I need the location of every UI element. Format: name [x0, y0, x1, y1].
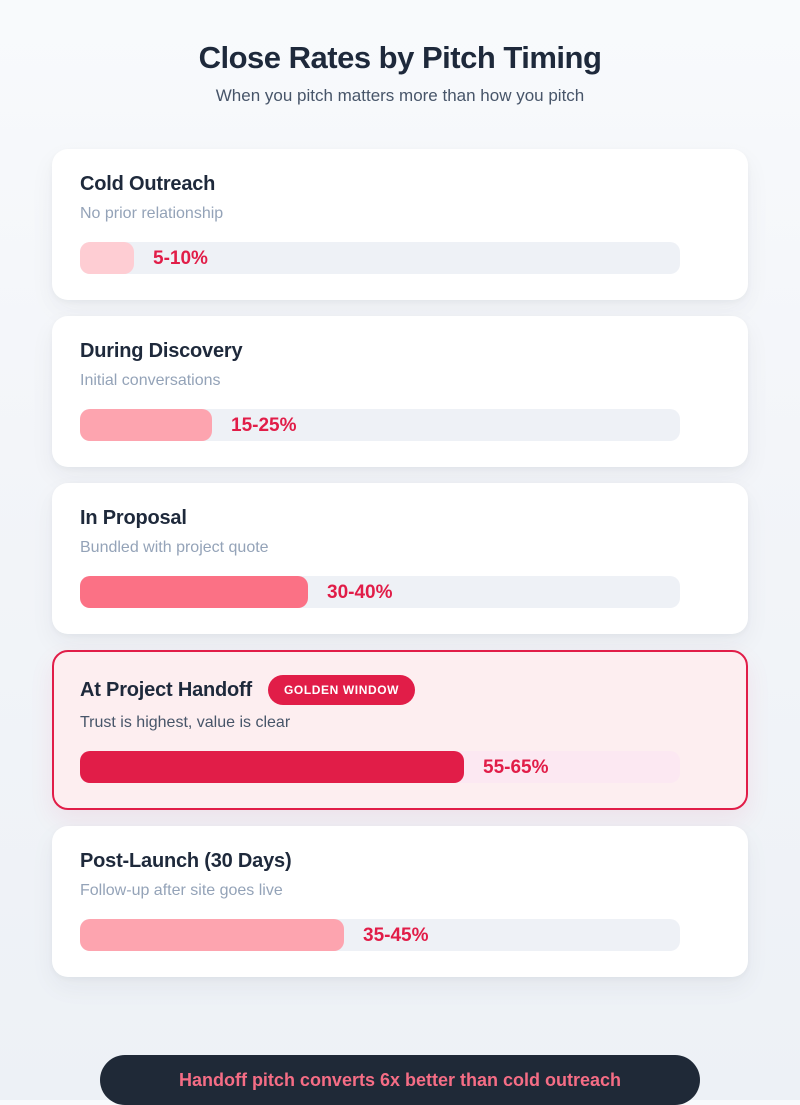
stage-title: During Discovery [80, 340, 243, 362]
stage-description: Follow-up after site goes live [80, 882, 283, 899]
stage-description: Bundled with project quote [80, 539, 269, 556]
bar-row: 5-10% [80, 242, 720, 274]
key-takeaway-pill: Handoff pitch converts 6x better than co… [100, 1055, 700, 1105]
close-rate-label: 55-65% [483, 757, 549, 778]
stage-description: Trust is highest, value is clear [80, 714, 291, 731]
stage-title: At Project Handoff [80, 678, 252, 701]
stage-description: Initial conversations [80, 372, 221, 389]
bar-fill [80, 919, 344, 951]
bar-row: 30-40% [80, 576, 720, 608]
stage-description: No prior relationship [80, 205, 224, 222]
bar-fill [80, 242, 134, 274]
stage-title: In Proposal [80, 507, 187, 529]
stage-card-at-project-handoff-highlighted: At Project Handoff GOLDEN WINDOW Trust i… [52, 650, 748, 810]
bar-row: 15-25% [80, 409, 720, 441]
card-title-row: In Proposal [80, 507, 720, 530]
bar-row: 55-65% [80, 751, 720, 783]
golden-window-badge: GOLDEN WINDOW [267, 675, 416, 705]
card-title-row: Cold Outreach [80, 173, 720, 196]
close-rate-label: 5-10% [153, 248, 208, 269]
stage-card-in-proposal: In Proposal Bundled with project quote 3… [52, 483, 748, 634]
bar-track: 35-45% [80, 919, 680, 951]
bar-track: 5-10% [80, 242, 680, 274]
card-title-row: At Project Handoff GOLDEN WINDOW [80, 675, 720, 705]
bar-track: 15-25% [80, 409, 680, 441]
page-title: Close Rates by Pitch Timing [198, 40, 602, 75]
bar-fill [80, 751, 464, 783]
card-title-row: Post-Launch (30 Days) [80, 850, 720, 873]
footer: Handoff pitch converts 6x better than co… [0, 1055, 800, 1105]
stage-title: Cold Outreach [80, 173, 216, 195]
bar-track: 55-65% [80, 751, 680, 783]
close-rate-label: 30-40% [327, 582, 393, 603]
bar-fill [80, 576, 308, 608]
close-rate-label: 15-25% [231, 415, 297, 436]
header: Close Rates by Pitch Timing When you pit… [0, 0, 800, 106]
card-title-row: During Discovery [80, 340, 720, 363]
stage-cards: Cold Outreach No prior relationship 5-10… [52, 149, 748, 977]
bar-track: 30-40% [80, 576, 680, 608]
bar-row: 35-45% [80, 919, 720, 951]
bar-fill [80, 409, 212, 441]
stage-title: Post-Launch (30 Days) [80, 850, 292, 872]
stage-card-post-launch: Post-Launch (30 Days) Follow-up after si… [52, 826, 748, 977]
close-rate-label: 35-45% [363, 925, 429, 946]
stage-card-during-discovery: During Discovery Initial conversations 1… [52, 316, 748, 467]
page-subtitle: When you pitch matters more than how you… [215, 86, 585, 105]
stage-card-cold-outreach: Cold Outreach No prior relationship 5-10… [52, 149, 748, 300]
